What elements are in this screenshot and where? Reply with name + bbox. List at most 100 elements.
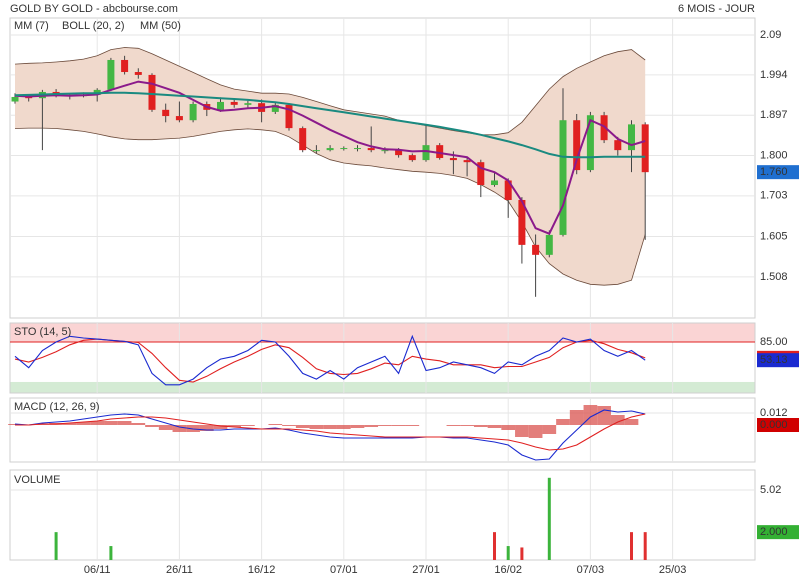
histogram-bar xyxy=(199,425,214,431)
histogram-bar xyxy=(117,421,132,425)
histogram-bar xyxy=(90,421,105,425)
candle-body xyxy=(559,120,567,235)
histogram-bar xyxy=(213,425,228,429)
histogram-bar xyxy=(597,406,611,425)
candle-body xyxy=(449,158,457,161)
volume-bar xyxy=(520,547,524,560)
y-tick-label: 0.012 xyxy=(760,407,788,419)
histogram-bar xyxy=(473,425,488,427)
panel xyxy=(9,322,756,394)
histogram-bar xyxy=(131,423,146,425)
candle-body xyxy=(408,155,416,161)
candle-body xyxy=(504,180,512,200)
bollinger-lower xyxy=(14,127,646,286)
candle-body xyxy=(244,103,252,105)
x-tick-label: 07/03 xyxy=(577,564,605,576)
volume-bar xyxy=(109,546,113,560)
indicator-line xyxy=(14,409,646,461)
candle-body xyxy=(230,101,238,105)
histogram-bar xyxy=(528,425,543,438)
candle-body xyxy=(614,140,622,151)
candle-body xyxy=(217,101,224,110)
candle-body xyxy=(134,72,142,75)
candle-body xyxy=(107,59,115,90)
candle-body xyxy=(381,150,389,152)
candle-body xyxy=(463,160,471,163)
histogram-bar xyxy=(624,419,639,425)
x-tick-label: 16/02 xyxy=(494,564,522,576)
histogram-bar xyxy=(227,425,242,427)
y-tick-label: 2.09 xyxy=(760,29,781,41)
last-value-box xyxy=(757,165,799,180)
histogram-bar xyxy=(76,422,91,425)
oversold-zone xyxy=(10,381,755,393)
candle-body xyxy=(436,145,444,159)
histogram-bar xyxy=(145,425,159,427)
panel xyxy=(9,17,756,319)
legend-entry: MM (50) xyxy=(140,20,181,32)
x-tick-label: 06/11 xyxy=(84,564,111,576)
histogram-bar xyxy=(158,425,173,430)
volume-bar xyxy=(54,532,58,560)
candle-body xyxy=(628,124,635,151)
candle-body xyxy=(175,116,183,121)
legend-entry: MM (7) xyxy=(14,20,49,32)
histogram-bar xyxy=(501,425,516,430)
histogram-bar xyxy=(364,425,379,427)
y-tick-label: 1.508 xyxy=(760,271,788,283)
indicator-line xyxy=(14,338,646,383)
panel-title: MACD (12, 26, 9) xyxy=(14,401,100,413)
overbought-zone xyxy=(10,323,755,342)
candle-body xyxy=(299,128,307,151)
volume-bar xyxy=(630,532,633,560)
candle-body xyxy=(11,96,19,102)
candle-body xyxy=(326,148,334,151)
histogram-bar xyxy=(515,425,529,437)
chart-title: GOLD BY GOLD - abcbourse.com xyxy=(10,3,178,15)
moving-average xyxy=(14,91,646,159)
candle-body xyxy=(422,145,430,161)
panel xyxy=(9,469,756,561)
last-value-box xyxy=(757,525,799,540)
volume-bar xyxy=(506,546,510,560)
candle-body xyxy=(545,234,553,255)
volume-bar xyxy=(493,532,496,560)
last-value-label: 1.760 xyxy=(760,166,788,178)
histogram-bar xyxy=(556,419,570,425)
histogram-bar xyxy=(282,425,296,426)
panel-title: STO (14, 5) xyxy=(14,326,71,338)
panel xyxy=(9,397,756,463)
bollinger-upper xyxy=(14,47,646,136)
panel-title: VOLUME xyxy=(14,474,60,486)
x-tick-label: 25/03 xyxy=(659,564,687,576)
histogram-bar xyxy=(295,425,310,428)
candle-body xyxy=(518,199,526,245)
indicator-line xyxy=(14,334,646,386)
x-tick-label: 27/01 xyxy=(412,564,440,576)
y-tick-label: 1.605 xyxy=(760,230,788,242)
legend: MM (7) BOLL (20, 2) MM (50) xyxy=(14,20,181,32)
last-value-label: 53.13 xyxy=(760,354,788,366)
candle-body xyxy=(148,74,156,110)
candle-body xyxy=(477,162,485,186)
histogram-bar xyxy=(446,425,461,426)
moving-average xyxy=(14,80,646,235)
y-tick-label: 1.703 xyxy=(760,190,788,202)
candle-body xyxy=(354,148,361,150)
last-value-box xyxy=(757,418,799,432)
histogram-bar xyxy=(569,410,584,425)
y-tick-label: 1.800 xyxy=(760,149,788,161)
histogram-bar xyxy=(378,425,392,426)
volume-bar xyxy=(547,477,551,560)
candle-body xyxy=(285,104,293,129)
candle-body xyxy=(532,244,540,255)
histogram-bar xyxy=(323,425,337,429)
candle-body xyxy=(271,104,279,112)
x-tick-label: 16/12 xyxy=(248,564,276,576)
histogram-bar xyxy=(172,425,187,432)
histogram-bar xyxy=(350,425,365,428)
indicator-line xyxy=(15,413,646,451)
y-tick-label: 85.00 xyxy=(760,336,788,348)
candle-body xyxy=(586,115,594,171)
